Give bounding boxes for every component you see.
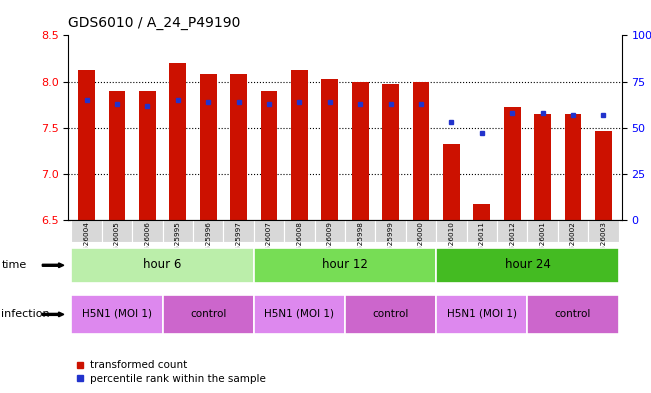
Bar: [193, 220, 223, 242]
Bar: [200, 74, 217, 220]
Bar: [352, 83, 368, 220]
Bar: [254, 295, 345, 334]
Bar: [345, 220, 376, 242]
Bar: [284, 220, 314, 242]
Bar: [406, 220, 436, 242]
Bar: [504, 107, 521, 220]
Text: GSM1625996: GSM1625996: [205, 221, 211, 270]
Text: GSM1626000: GSM1626000: [418, 221, 424, 270]
Text: control: control: [190, 309, 227, 319]
Text: GSM1626006: GSM1626006: [145, 221, 150, 270]
Bar: [254, 248, 436, 283]
Bar: [534, 114, 551, 220]
Legend: transformed count, percentile rank within the sample: transformed count, percentile rank withi…: [70, 356, 270, 388]
Bar: [497, 220, 527, 242]
Text: hour 24: hour 24: [505, 258, 550, 271]
Text: control: control: [372, 309, 409, 319]
Text: GSM1626007: GSM1626007: [266, 221, 272, 270]
Text: GSM1626008: GSM1626008: [296, 221, 303, 270]
Bar: [413, 82, 430, 220]
Bar: [254, 220, 284, 242]
Text: GSM1626009: GSM1626009: [327, 221, 333, 270]
Bar: [558, 220, 589, 242]
Text: control: control: [555, 309, 591, 319]
Bar: [345, 295, 436, 334]
Text: time: time: [1, 260, 27, 270]
Bar: [230, 74, 247, 220]
Text: GSM1626001: GSM1626001: [540, 221, 546, 270]
Text: GSM1625997: GSM1625997: [236, 221, 242, 270]
Bar: [163, 220, 193, 242]
Bar: [132, 220, 163, 242]
Text: H5N1 (MOI 1): H5N1 (MOI 1): [264, 309, 335, 319]
Bar: [163, 295, 254, 334]
Bar: [78, 70, 95, 220]
Bar: [436, 295, 527, 334]
Text: hour 12: hour 12: [322, 258, 368, 271]
Text: GSM1626011: GSM1626011: [479, 221, 485, 270]
Bar: [72, 220, 102, 242]
Text: GSM1626010: GSM1626010: [449, 221, 454, 270]
Text: GSM1626003: GSM1626003: [600, 221, 607, 270]
Bar: [260, 91, 277, 220]
Text: infection: infection: [1, 309, 50, 320]
Text: GSM1626004: GSM1626004: [83, 221, 90, 270]
Bar: [291, 70, 308, 220]
Text: GSM1626002: GSM1626002: [570, 221, 576, 270]
Text: GDS6010 / A_24_P49190: GDS6010 / A_24_P49190: [68, 16, 241, 30]
Bar: [314, 220, 345, 242]
Bar: [443, 144, 460, 220]
Bar: [595, 131, 612, 220]
Bar: [139, 91, 156, 220]
Text: H5N1 (MOI 1): H5N1 (MOI 1): [447, 309, 517, 319]
Text: GSM1626005: GSM1626005: [114, 221, 120, 270]
Bar: [589, 220, 618, 242]
Text: hour 6: hour 6: [143, 258, 182, 271]
Bar: [564, 114, 581, 220]
Bar: [169, 63, 186, 220]
Bar: [527, 220, 558, 242]
Text: H5N1 (MOI 1): H5N1 (MOI 1): [82, 309, 152, 319]
Bar: [223, 220, 254, 242]
Bar: [322, 79, 338, 220]
Text: GSM1625999: GSM1625999: [387, 221, 394, 270]
Bar: [376, 220, 406, 242]
Bar: [527, 295, 618, 334]
Bar: [436, 220, 467, 242]
Bar: [102, 220, 132, 242]
Text: GSM1626012: GSM1626012: [509, 221, 515, 270]
Bar: [436, 248, 618, 283]
Bar: [467, 220, 497, 242]
Text: GSM1625998: GSM1625998: [357, 221, 363, 270]
Text: GSM1625995: GSM1625995: [175, 221, 181, 270]
Bar: [473, 204, 490, 220]
Bar: [72, 248, 254, 283]
Bar: [109, 91, 126, 220]
Bar: [72, 295, 163, 334]
Bar: [382, 84, 399, 220]
